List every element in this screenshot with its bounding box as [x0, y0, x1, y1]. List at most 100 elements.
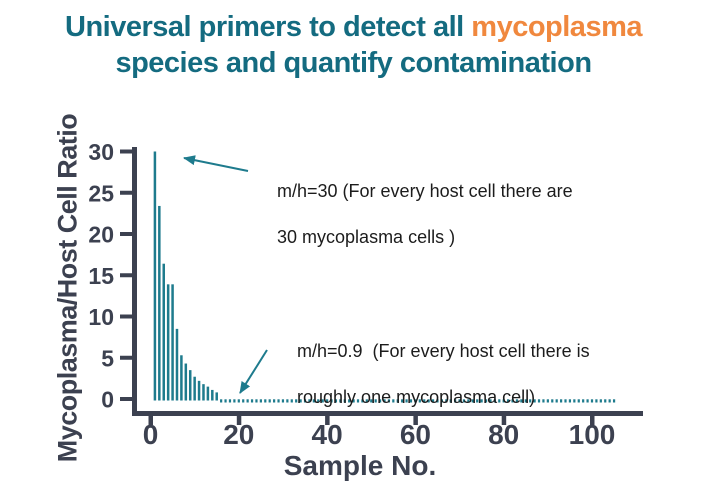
tail-dot [233, 399, 236, 403]
tail-dot [228, 399, 232, 403]
tail-dot [546, 399, 549, 403]
y-tick [120, 397, 132, 401]
tail-dot [339, 399, 342, 403]
title-part1: Universal primers to detect all [65, 11, 472, 43]
tail-dot [537, 399, 541, 403]
tail-dot [409, 399, 413, 403]
tail-dot [427, 399, 430, 403]
tail-dot [484, 399, 488, 403]
tail-dot [396, 399, 399, 403]
tail-dot [559, 399, 563, 403]
bar-sample-1 [153, 151, 157, 401]
tail-dot [365, 399, 368, 403]
title-part2: species and quantify contamination [115, 47, 592, 79]
tail-dot [431, 399, 435, 403]
annotation-mh30-line1: m/h=30 (For every host cell there are [277, 181, 573, 201]
tail-dot [612, 399, 616, 403]
tail-dot [321, 399, 324, 403]
tail-dot [286, 399, 289, 403]
tail-dot [599, 399, 602, 403]
tail-dot [317, 399, 320, 403]
x-tick [148, 416, 153, 425]
bar-sample-8 [184, 363, 188, 401]
tail-dot [361, 399, 364, 403]
tail-dot [277, 399, 280, 403]
annotation-mh09-line2: roughly one mycoplasma cell) [297, 387, 536, 407]
tail-dot [352, 399, 355, 403]
tail-dot [220, 399, 223, 403]
x-tick-label: 100 [569, 419, 616, 450]
tail-dot [582, 399, 585, 403]
tail-dot [299, 399, 302, 403]
y-tick [120, 190, 132, 195]
tail-dot [387, 399, 391, 403]
tail-dot [334, 399, 338, 403]
tail-dot [378, 399, 382, 403]
tail-dot [401, 399, 404, 403]
tail-dot [268, 399, 271, 403]
tail-dot [507, 399, 510, 403]
x-tick [501, 416, 507, 425]
x-tick [590, 416, 595, 425]
x-tick [236, 416, 242, 425]
tail-dot [502, 399, 505, 403]
tail-dot [454, 399, 457, 403]
annotation-mh09: m/h=0.9 (For every host cell there is ro… [277, 317, 590, 432]
annotation-arrow-mh09 [239, 349, 268, 394]
tail-dot [604, 399, 607, 403]
slide-title: Universal primers to detect all mycoplas… [0, 9, 707, 81]
y-tick [120, 355, 132, 360]
y-axis-line [132, 147, 137, 415]
tail-dot [308, 399, 311, 403]
tail-dot [458, 399, 461, 403]
y-axis-title: Mycoplasma/Host Cell Ratio [52, 113, 83, 463]
tail-dot [312, 399, 315, 403]
tail-dot [383, 399, 386, 403]
tail-dot [259, 399, 262, 403]
tail-dot [250, 399, 254, 403]
y-tick-label: 0 [101, 387, 114, 413]
tail-dot [237, 399, 240, 403]
tail-dot [273, 399, 276, 403]
title-highlight: mycoplasma [471, 11, 642, 43]
tail-dot [590, 399, 594, 403]
bar-sample-12 [202, 384, 205, 401]
tail-dot [348, 399, 351, 403]
tail-dot [224, 399, 227, 403]
y-tick-label: 30 [88, 139, 114, 165]
tail-dot [467, 399, 470, 403]
tail-dot [533, 399, 536, 403]
tail-dot [242, 399, 245, 403]
tail-dot [246, 399, 249, 403]
x-tick-label: 0 [143, 419, 159, 450]
tail-dot [524, 399, 527, 403]
tail-dot [515, 399, 519, 403]
bar-sample-6 [175, 328, 179, 401]
tail-dot [370, 399, 373, 403]
tail-dot [586, 399, 589, 403]
tail-dot [542, 399, 545, 403]
tail-dot [255, 399, 258, 403]
bar-sample-15 [215, 392, 218, 401]
y-tick-label: 25 [88, 180, 114, 206]
bar-sample-10 [193, 376, 196, 401]
tail-dot [608, 399, 611, 403]
x-axis-line [132, 411, 643, 416]
tail-dot [489, 399, 492, 403]
tail-dot [436, 399, 439, 403]
y-tick [120, 314, 132, 319]
annotation-arrow-mh30 [183, 155, 249, 172]
tail-dot [440, 399, 443, 403]
tail-dot [303, 399, 307, 403]
y-tick [120, 232, 132, 236]
tail-dot [573, 399, 576, 403]
x-axis-title: Sample No. [283, 450, 437, 481]
tail-dot [374, 399, 377, 403]
bar-sample-5 [171, 284, 174, 401]
tail-dot [577, 399, 580, 403]
y-tick [120, 273, 132, 278]
tail-dot [356, 399, 360, 403]
y-tick-label: 20 [88, 222, 114, 248]
tail-dot [520, 399, 523, 403]
